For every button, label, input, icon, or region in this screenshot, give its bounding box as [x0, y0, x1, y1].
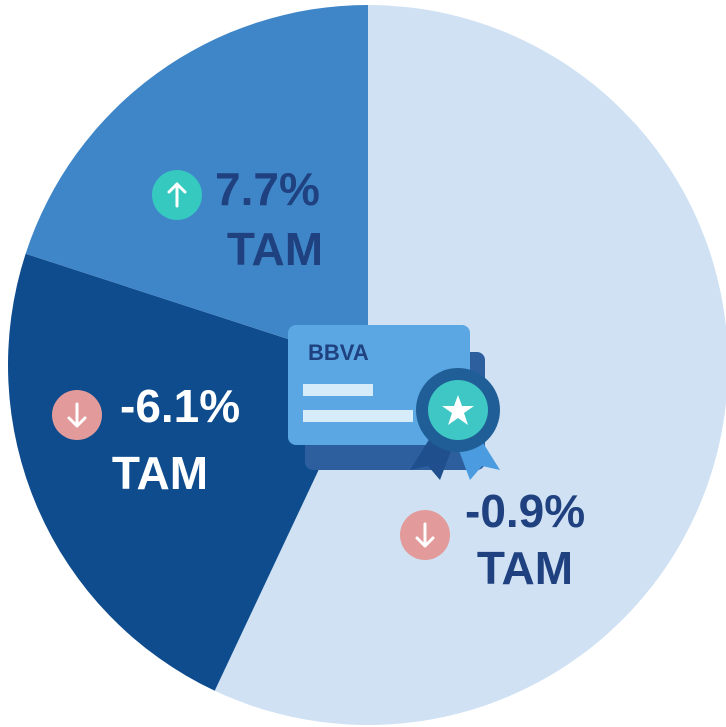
card-line — [303, 410, 413, 422]
annotation-value: -6.1% — [120, 380, 240, 432]
annotation-value: -0.9% — [465, 485, 585, 537]
annotation-value: 7.7% — [215, 163, 320, 215]
annotation-label: TAM — [112, 447, 208, 499]
card-icon: BBVA — [288, 325, 500, 480]
card-line — [303, 384, 373, 396]
annotation-label: TAM — [227, 223, 323, 275]
card-logo: BBVA — [308, 340, 369, 365]
chart: BBVA -0.9%TAM-6.1%TAM7.7%TAM — [0, 0, 726, 727]
annotation-label: TAM — [477, 542, 573, 594]
